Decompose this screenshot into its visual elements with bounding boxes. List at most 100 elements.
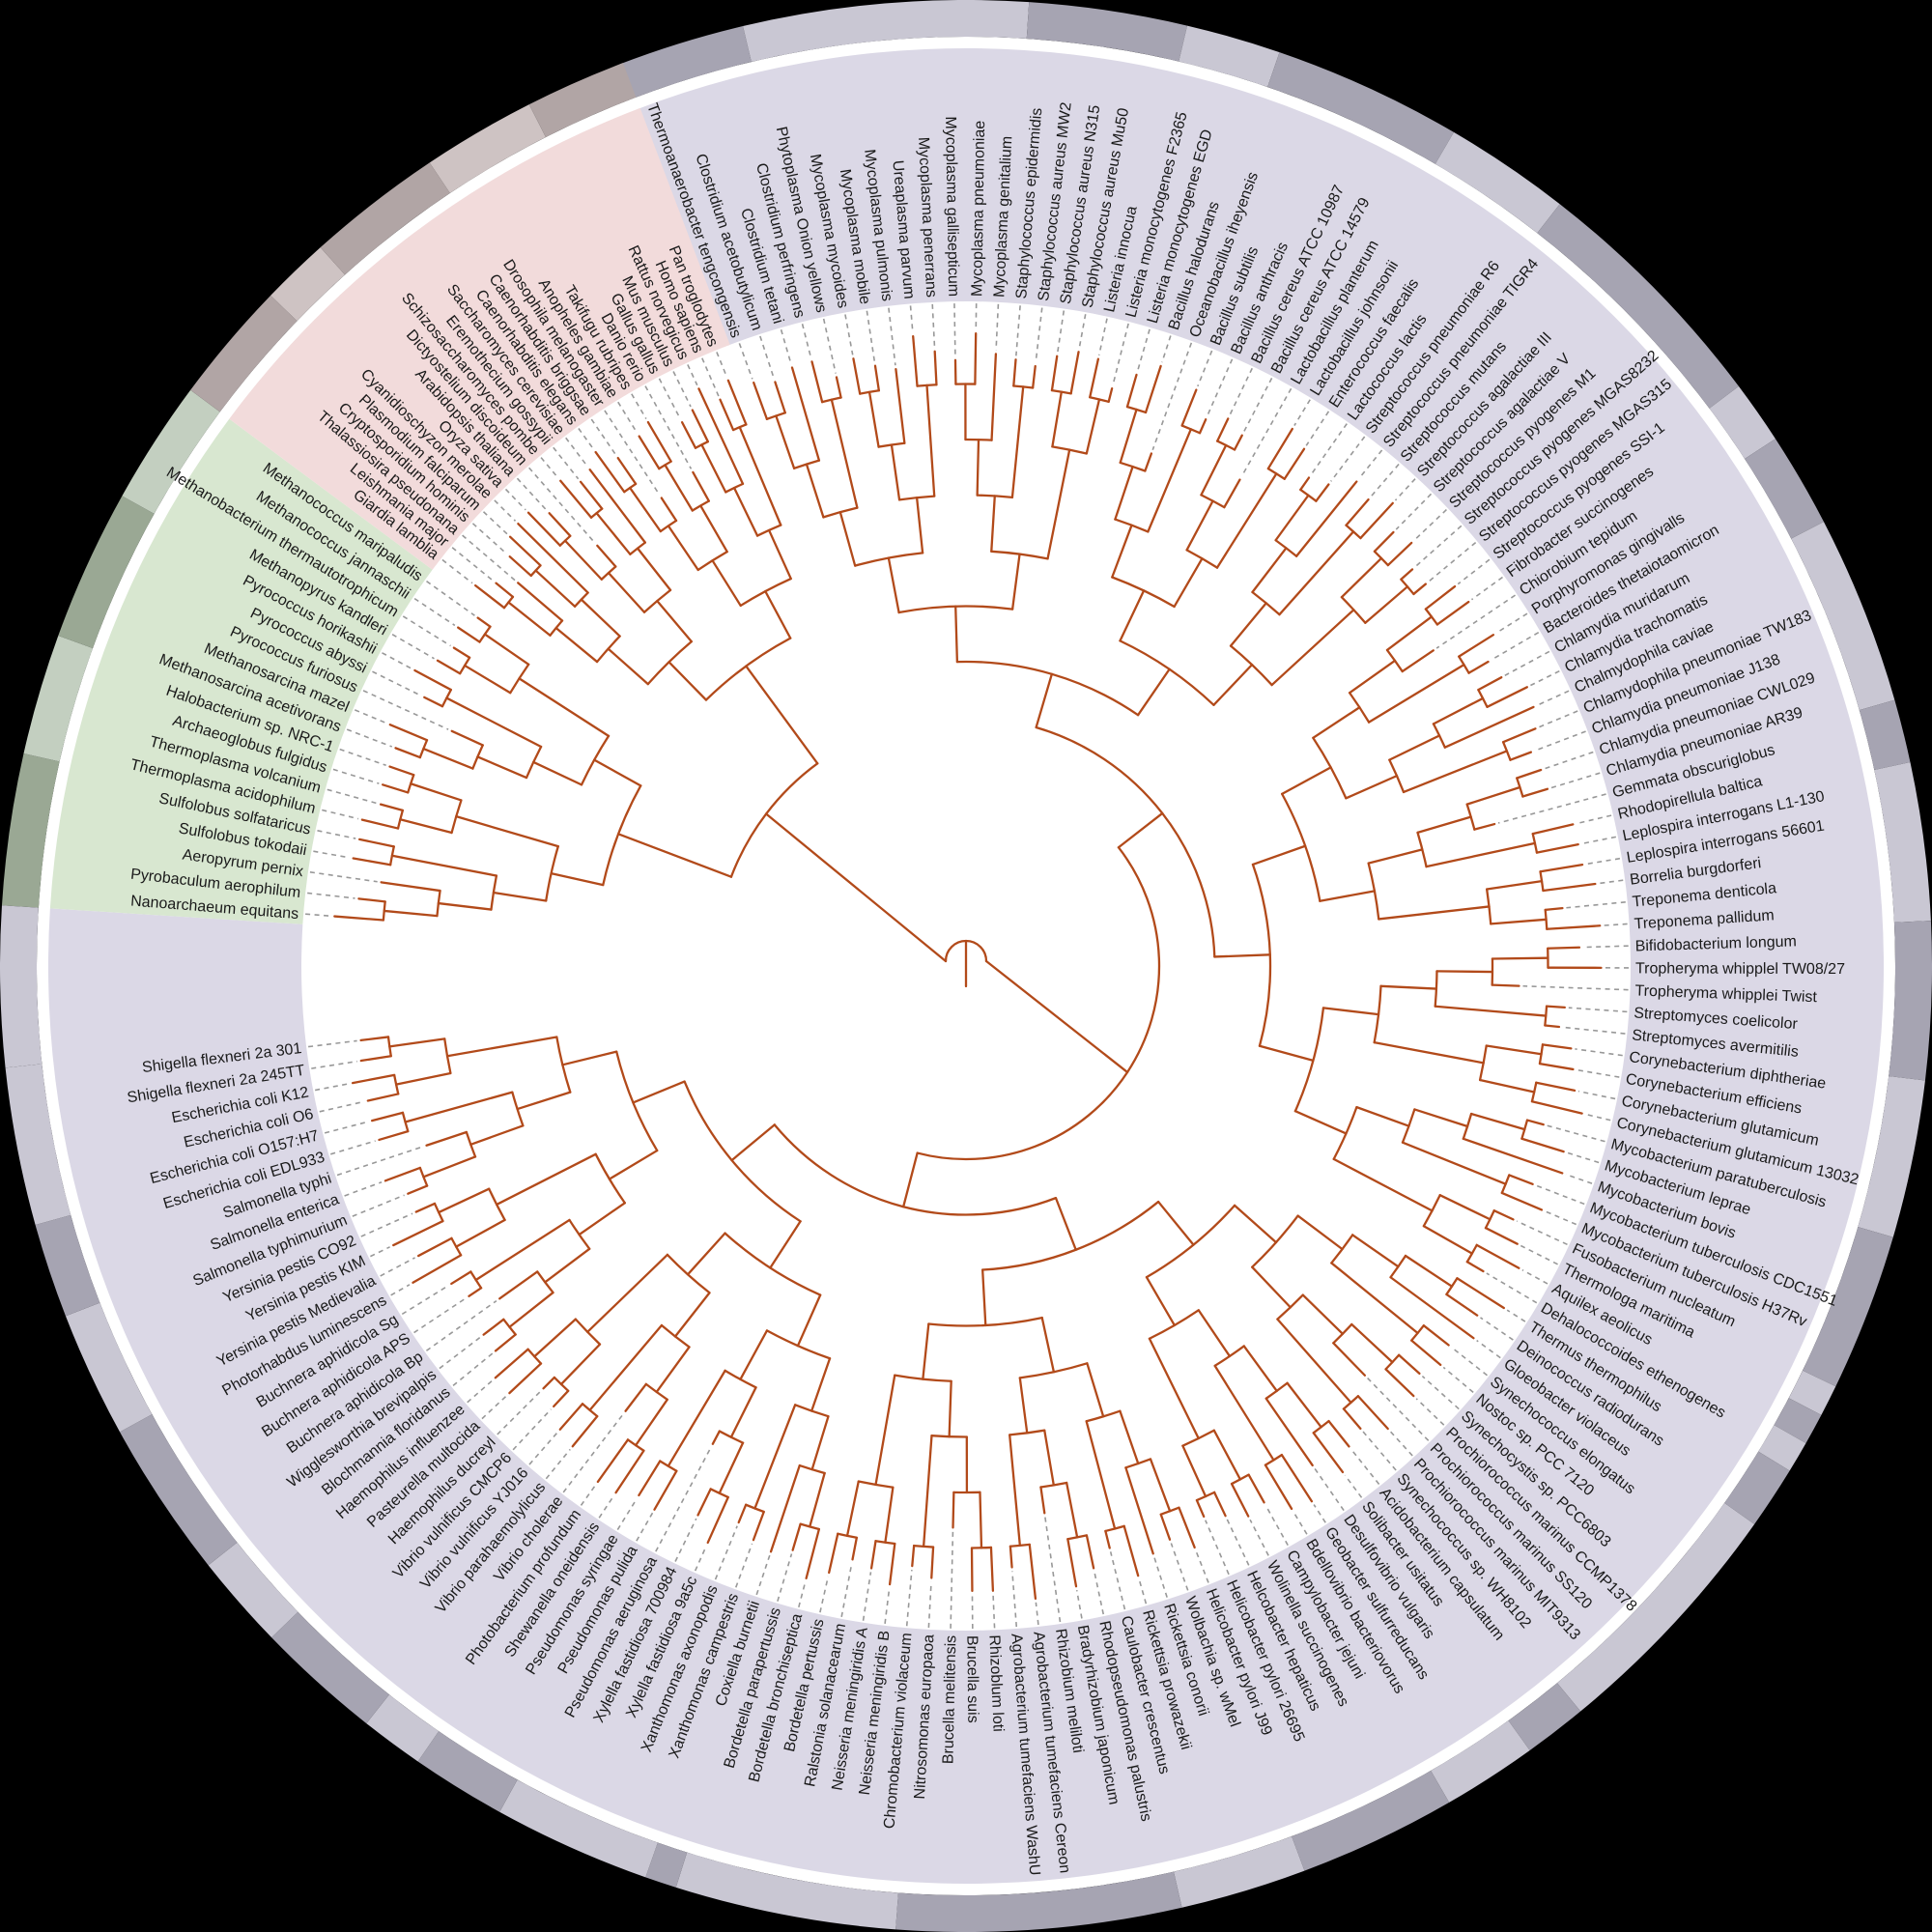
leader-line [950,1531,954,1629]
branch [333,915,385,922]
branch [729,1386,757,1438]
branch [1144,364,1162,414]
leader-line [315,1083,350,1092]
branch [588,469,646,544]
leader-line [1240,387,1293,477]
leader-line [1582,945,1629,949]
leader-line [413,597,456,627]
branch [1050,355,1059,392]
branch [1178,1506,1196,1549]
branch [1124,1466,1154,1555]
branch [1107,386,1114,404]
leader-line [1599,879,1624,885]
leader-line [1109,1551,1126,1610]
ring-segment [619,26,752,99]
branch [1484,1227,1519,1245]
branch [1136,668,1171,717]
branch [1538,1062,1575,1071]
branch [1486,879,1544,891]
branch [399,818,453,835]
leader-line [687,364,698,386]
branch [1389,1276,1475,1340]
leader-line [1138,1578,1148,1605]
leader-line [1506,1309,1526,1322]
branch [738,426,782,526]
leader-line [1370,464,1400,497]
branch [719,398,735,432]
leader-line [1161,335,1172,363]
leader-line [819,1576,830,1613]
branch [1477,676,1503,692]
branch [1266,427,1293,470]
ring-segment [1803,1227,1893,1387]
branch [1198,418,1208,435]
leader-line [1435,594,1516,649]
leader-line [528,467,596,544]
leader-line [1195,1550,1209,1583]
leader-line [1585,1113,1611,1122]
branch [989,1546,995,1592]
ring-segment [417,1731,518,1812]
branch [638,435,661,470]
branch [1491,956,1549,960]
ring-segment [0,905,43,1068]
branch [532,760,583,786]
branch [1089,357,1100,399]
branch [1438,1194,1492,1221]
leader-line [322,809,359,820]
branch [1364,585,1409,624]
branch [1028,1543,1037,1601]
branch [392,1219,444,1247]
branch [1467,660,1490,674]
ring-segment [122,389,220,514]
taxon-label: Brucella melitensis [940,1635,959,1765]
ring-segment [23,635,94,762]
leader-line [1545,1210,1577,1226]
branch [1299,476,1311,492]
branch [1545,1005,1566,1009]
branch [413,668,452,692]
ring-segment [35,1214,100,1317]
branch [1356,1395,1389,1431]
branch [656,599,693,643]
leader-line [1242,378,1273,433]
ring-segment [1858,1075,1925,1237]
branch [769,1220,802,1269]
leader-line [1350,1449,1380,1485]
branch [1509,751,1533,761]
branch [925,384,936,497]
branch [1119,1409,1140,1465]
ring-segment [65,1302,153,1433]
branch [667,525,699,572]
branch [1069,351,1080,395]
branch [990,495,996,553]
branch [1065,1481,1079,1539]
branch [691,409,709,443]
leader-line [1197,350,1213,387]
leader-line [1495,612,1528,634]
branch [452,646,471,659]
branch [517,582,564,622]
leader-line [504,488,526,511]
leader-line [317,829,356,839]
leader-line [565,437,588,468]
branch [492,891,548,902]
branch [483,633,530,666]
branch [1032,364,1037,389]
branch [1039,1486,1046,1515]
branch [638,1460,662,1497]
branch [1117,811,1164,849]
branch [922,1435,933,1548]
branch [1501,727,1537,744]
branch [1412,582,1428,596]
branch [810,1357,832,1412]
ring-segment [1889,921,1932,1081]
branch [1258,1044,1315,1063]
branch [1350,1322,1394,1364]
branch [653,1469,678,1511]
leader-line [553,446,580,480]
ring-segment [320,162,450,275]
leader-line [1486,1272,1538,1304]
branch [732,486,759,537]
branch [1542,882,1597,893]
